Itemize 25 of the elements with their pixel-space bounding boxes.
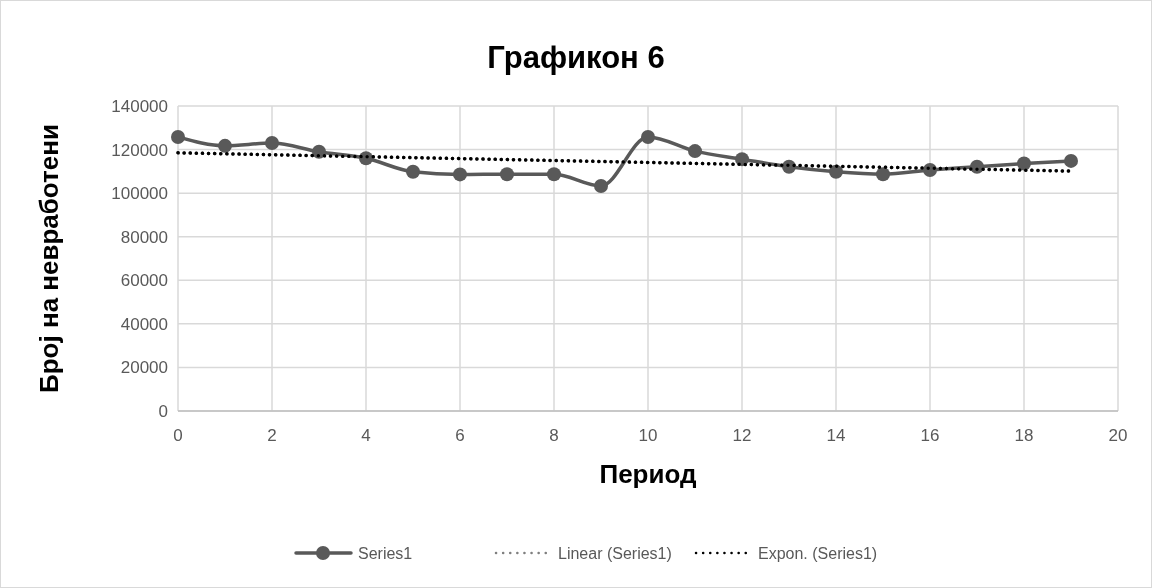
y-tick-label: 40000 — [120, 314, 168, 334]
x-tick-label: 20 — [1108, 426, 1128, 445]
x-tick-label: 18 — [1014, 426, 1034, 445]
chart-title: Графикон 6 — [487, 40, 665, 75]
x-tick-label: 14 — [826, 426, 846, 445]
y-tick-label: 80000 — [120, 227, 168, 247]
y-tick-label: 60000 — [120, 271, 168, 291]
x-tick-label: 0 — [173, 426, 183, 445]
y-tick-label: 120000 — [111, 140, 168, 160]
x-tick-label: 12 — [732, 426, 752, 445]
x-tick-label: 4 — [361, 426, 371, 445]
y-tick-label: 140000 — [111, 96, 168, 116]
x-axis-title: Период — [599, 459, 698, 489]
x-tick-label: 6 — [455, 426, 465, 445]
legend-label: Series1 — [358, 544, 413, 562]
legend-label: Linear (Series1) — [558, 544, 672, 562]
x-tick-label: 10 — [638, 426, 658, 445]
y-tick-label: 100000 — [111, 184, 168, 204]
legend-label: Expon. (Series1) — [758, 544, 878, 562]
x-tick-label: 16 — [920, 426, 940, 445]
x-tick-label: 2 — [267, 426, 277, 445]
y-tick-label: 20000 — [120, 358, 168, 378]
y-tick-label: 0 — [158, 401, 168, 421]
y-axis-title: Број на невработени — [34, 124, 64, 393]
x-tick-label: 8 — [549, 426, 559, 445]
